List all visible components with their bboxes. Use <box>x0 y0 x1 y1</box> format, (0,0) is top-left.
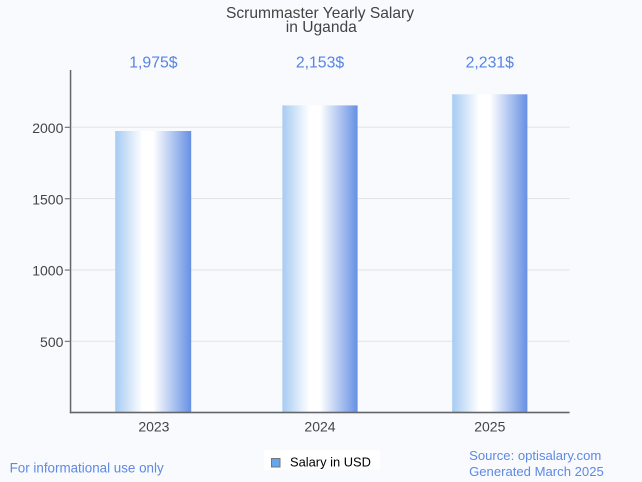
svg-text:2024: 2024 <box>304 418 335 434</box>
svg-text:Scrummaster Yearly Salary: Scrummaster Yearly Salary <box>226 5 414 22</box>
svg-text:in Uganda: in Uganda <box>286 19 357 36</box>
svg-text:1500: 1500 <box>32 191 63 207</box>
svg-text:2,231$: 2,231$ <box>466 54 515 71</box>
svg-text:Generated March 2025: Generated March 2025 <box>469 464 604 479</box>
svg-text:Source: optisalary.com: Source: optisalary.com <box>469 448 601 463</box>
svg-text:500: 500 <box>40 334 64 350</box>
svg-text:2023: 2023 <box>138 418 169 434</box>
svg-text:1000: 1000 <box>32 263 63 279</box>
svg-text:For informational use only: For informational use only <box>10 461 164 476</box>
svg-text:1,975$: 1,975$ <box>129 54 178 71</box>
svg-text:Salary in USD: Salary in USD <box>290 454 371 469</box>
svg-text:2,153$: 2,153$ <box>296 54 345 71</box>
svg-text:2025: 2025 <box>474 418 505 434</box>
svg-text:2000: 2000 <box>32 120 63 136</box>
